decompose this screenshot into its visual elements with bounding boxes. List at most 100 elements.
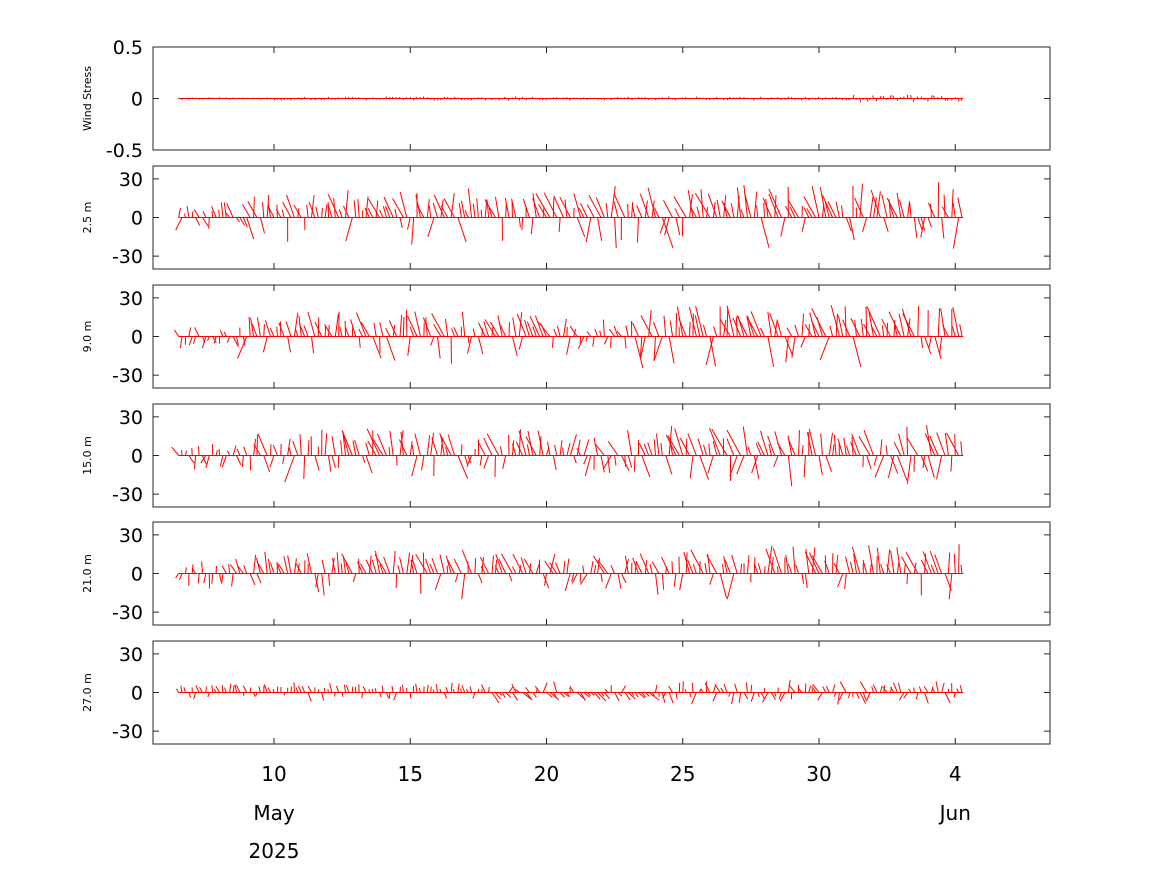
stick <box>648 692 660 701</box>
stick <box>477 441 486 456</box>
stick <box>585 217 592 243</box>
stick <box>936 455 943 480</box>
stick <box>762 197 772 218</box>
stick <box>335 685 340 693</box>
stick <box>597 692 607 702</box>
stick <box>439 554 445 574</box>
stick <box>379 336 381 353</box>
stick <box>231 573 234 587</box>
stick <box>797 687 803 693</box>
stick <box>712 692 718 702</box>
stick <box>709 573 714 585</box>
stick <box>538 98 541 101</box>
stick <box>285 194 295 218</box>
stick <box>743 185 748 218</box>
stick <box>936 432 946 456</box>
stick <box>859 681 868 693</box>
stick <box>923 686 929 693</box>
stick <box>295 329 299 337</box>
stick <box>578 207 585 218</box>
stick <box>600 692 605 697</box>
stick <box>695 306 704 337</box>
stick <box>610 186 616 218</box>
stick <box>223 331 227 337</box>
stick <box>946 432 960 456</box>
stick <box>213 336 217 344</box>
stick <box>511 683 517 693</box>
stick <box>429 563 435 574</box>
stick <box>379 322 384 337</box>
stick <box>267 558 272 574</box>
stick <box>524 319 530 337</box>
stick <box>738 692 742 703</box>
stick <box>199 687 203 693</box>
stick <box>246 217 255 240</box>
stick <box>466 455 473 467</box>
stick <box>803 455 806 478</box>
stick <box>757 563 762 574</box>
stick <box>301 686 306 693</box>
stick <box>850 318 861 337</box>
stick <box>785 336 789 363</box>
stick-series <box>175 182 963 249</box>
stick <box>866 306 881 337</box>
stick <box>211 206 217 218</box>
stick <box>851 546 861 574</box>
stick <box>907 318 911 337</box>
stick <box>303 325 309 337</box>
stick <box>299 434 302 456</box>
stick <box>915 692 919 700</box>
stick <box>778 692 782 700</box>
stick <box>179 336 183 349</box>
stick <box>829 325 834 337</box>
stick <box>236 455 242 466</box>
stick <box>292 440 299 456</box>
stick <box>613 325 619 337</box>
stick <box>409 441 413 456</box>
stick <box>579 573 588 585</box>
stick <box>324 324 333 337</box>
stick <box>898 433 905 456</box>
stick <box>639 193 650 218</box>
stick <box>856 692 860 699</box>
stick <box>341 553 353 574</box>
stick-series <box>175 679 963 705</box>
stick <box>508 686 514 693</box>
stick <box>409 692 412 699</box>
stick <box>723 683 728 693</box>
stick <box>307 440 310 456</box>
stick <box>587 692 591 697</box>
stick <box>237 566 244 574</box>
y-tick-label: -30 <box>112 721 143 743</box>
stick <box>454 573 459 583</box>
stick <box>379 209 384 218</box>
stick <box>777 566 779 574</box>
stick <box>705 336 714 366</box>
stick <box>948 573 953 600</box>
stick <box>586 204 595 218</box>
stick <box>470 98 473 101</box>
stick <box>651 561 660 574</box>
stick <box>760 217 770 248</box>
stick <box>539 436 542 456</box>
stick <box>922 551 932 574</box>
stick <box>590 561 594 574</box>
stick <box>508 573 513 582</box>
stick <box>264 320 272 337</box>
stick <box>538 204 547 218</box>
stick <box>862 692 867 701</box>
stick <box>805 549 810 574</box>
stick <box>520 557 527 574</box>
stick <box>959 324 963 337</box>
stick <box>371 559 377 574</box>
stick <box>703 444 708 456</box>
stick <box>673 573 677 587</box>
stick <box>875 98 878 102</box>
stick <box>324 326 327 337</box>
stick <box>267 203 272 218</box>
stick <box>477 336 484 355</box>
stick <box>307 311 316 337</box>
stick <box>647 187 656 218</box>
stick <box>643 443 650 456</box>
